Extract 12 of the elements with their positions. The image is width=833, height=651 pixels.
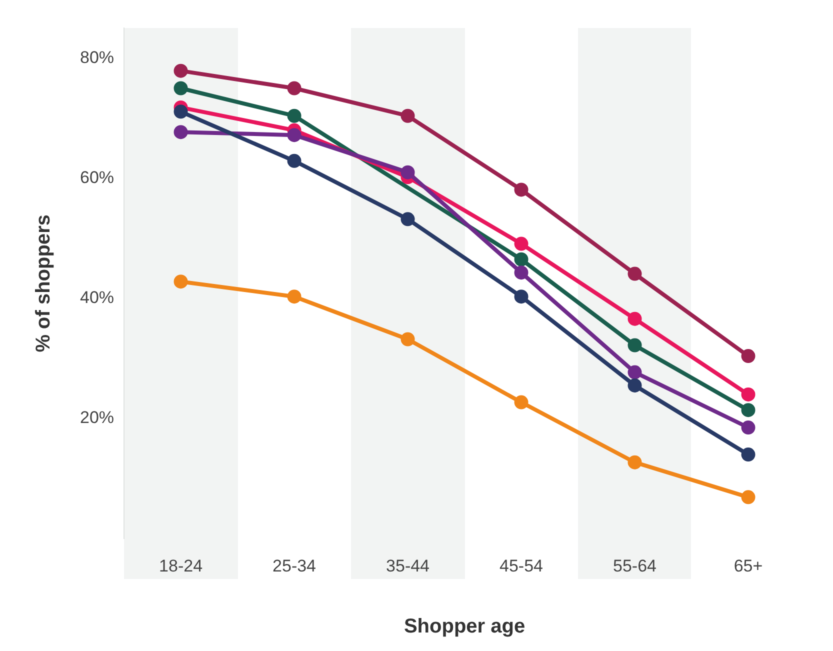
y-tick-label: 60% (80, 168, 114, 188)
y-tick-label: 80% (80, 48, 114, 67)
y-axis-title: % of shoppers (32, 214, 55, 352)
x-tick-label: 45-54 (500, 556, 544, 576)
x-axis-title: Shopper age (404, 616, 526, 638)
x-tick-label: 65+ (734, 556, 763, 576)
y-tick-label: 20% (80, 408, 114, 428)
x-tick-label: 35-44 (386, 556, 430, 576)
x-tick-label: 25-34 (272, 556, 316, 576)
y-tick-label: 40% (80, 288, 114, 308)
x-tick-label: 55-64 (613, 556, 656, 576)
x-tick-label: 18-24 (159, 556, 203, 576)
